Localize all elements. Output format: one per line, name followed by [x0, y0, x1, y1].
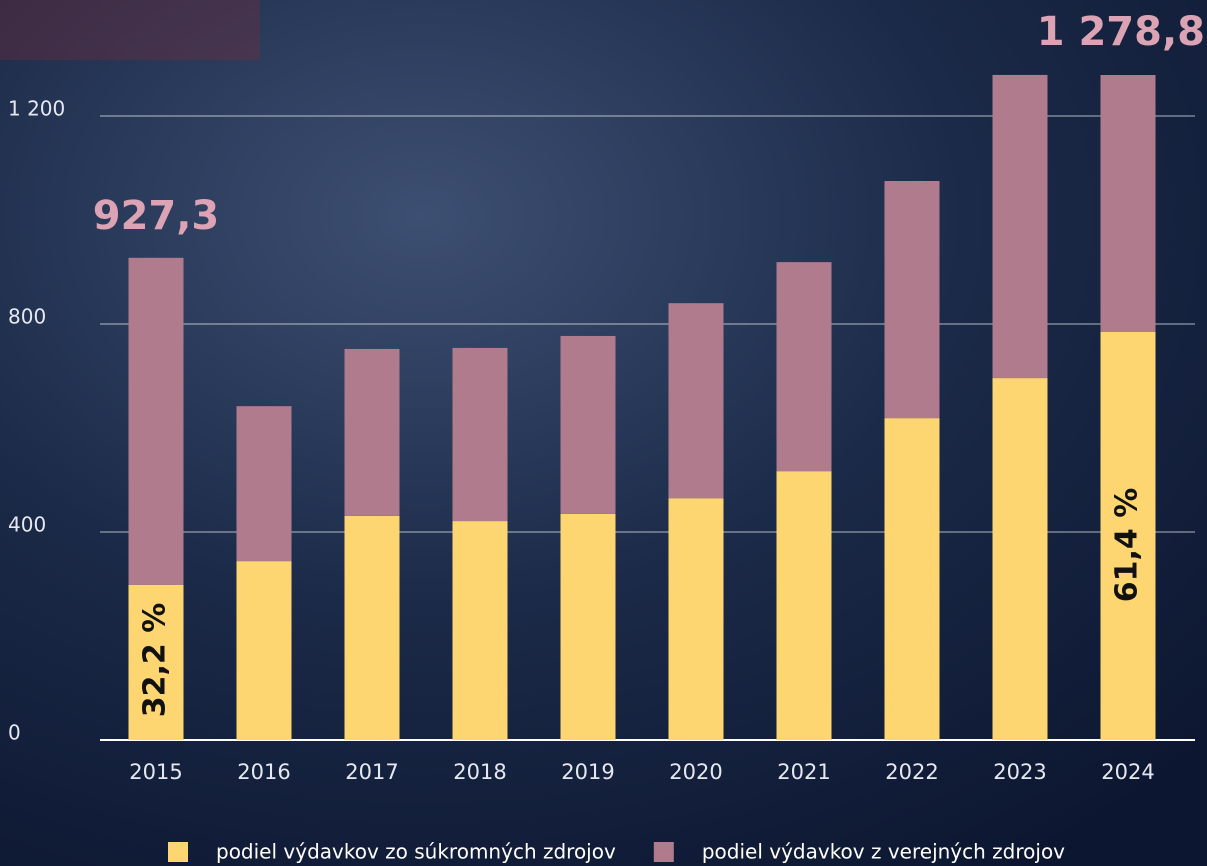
bar-segment: [561, 514, 616, 740]
bar-segment: [561, 336, 616, 514]
y-tick-label: 400: [8, 513, 46, 537]
y-tick-label: 1 200: [8, 97, 65, 121]
bar-segment: [345, 516, 400, 740]
annotation: 1 278,8: [1037, 9, 1205, 55]
y-tick-label: 0: [8, 721, 21, 745]
bar-segment: [237, 406, 292, 561]
bar-segment: [885, 181, 940, 418]
bar-segment: [777, 471, 832, 740]
x-tick-label: 2018: [453, 760, 506, 784]
x-tick-label: 2015: [129, 760, 182, 784]
page: {"chart_data": {"type": "stacked-bar", "…: [0, 0, 1207, 866]
bar-segment: [453, 521, 508, 740]
x-tick-label: 2020: [669, 760, 722, 784]
x-tick-label: 2017: [345, 760, 398, 784]
annotation: 32,2 %: [138, 603, 173, 718]
x-tick-label: 2022: [885, 760, 938, 784]
bar-segment: [777, 262, 832, 471]
y-tick-label: 800: [8, 305, 46, 329]
bar-segment: [669, 498, 724, 740]
legend-swatch: [654, 842, 674, 862]
x-tick-label: 2023: [993, 760, 1046, 784]
bar-segment: [669, 303, 724, 498]
bar-segment: [129, 258, 184, 585]
x-tick-label: 2021: [777, 760, 830, 784]
background-accent: [0, 0, 260, 60]
annotation: 61,4 %: [1110, 488, 1145, 603]
x-tick-label: 2016: [237, 760, 290, 784]
bar-segment: [885, 418, 940, 740]
bar-segment: [237, 561, 292, 740]
bar-segment: [993, 378, 1048, 740]
bar-segment: [345, 349, 400, 516]
annotation: 927,3: [93, 193, 220, 239]
legend-label: podiel výdavkov z verejných zdrojov: [702, 840, 1065, 864]
chart: 0 400 800 1 200 2015 2016 2017 2018 2019 2020 2021…: [0, 0, 1207, 866]
bar-segment: [453, 348, 508, 521]
legend-label: podiel výdavkov zo súkromných zdrojov: [216, 840, 616, 864]
x-tick-label: 2024: [1101, 760, 1154, 784]
bar-segment: [1101, 75, 1156, 332]
bar-segment: [993, 75, 1048, 378]
legend-swatch: [168, 842, 188, 862]
x-tick-label: 2019: [561, 760, 614, 784]
